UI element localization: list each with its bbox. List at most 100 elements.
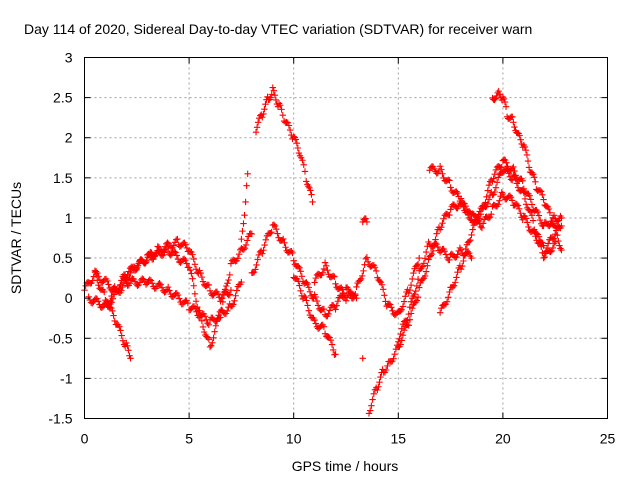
data-point [498, 189, 505, 196]
data-point [232, 292, 239, 299]
data-point [375, 383, 382, 390]
data-point [187, 266, 194, 274]
data-point [398, 306, 405, 313]
data-point [189, 251, 196, 258]
data-point [519, 216, 526, 223]
data-point [273, 226, 280, 233]
data-point [519, 177, 526, 185]
data-point [224, 307, 231, 315]
data-point [268, 91, 275, 98]
plot-frame [84, 57, 608, 419]
data-point [552, 238, 559, 246]
data-point [262, 236, 270, 244]
data-point [378, 281, 386, 288]
data-point [252, 266, 259, 273]
data-point [104, 277, 111, 285]
data-point [303, 178, 310, 185]
data-point [110, 312, 117, 319]
data-point [413, 262, 421, 269]
data-point [447, 184, 454, 191]
data-point [110, 291, 118, 298]
data-point [183, 260, 190, 267]
data-point [191, 290, 199, 297]
data-point [311, 279, 318, 286]
data-point [443, 298, 451, 305]
data-point [459, 262, 466, 270]
data-point [111, 283, 118, 290]
data-point [270, 87, 278, 94]
data-point [109, 295, 117, 303]
data-point [369, 396, 376, 403]
data-point [255, 251, 263, 259]
data-point [522, 146, 530, 154]
data-point [359, 272, 366, 280]
data-point [519, 186, 526, 193]
data-point [496, 197, 503, 204]
data-point [540, 254, 547, 262]
data-point [416, 254, 423, 262]
data-point [160, 246, 168, 254]
data-point [360, 267, 367, 275]
data-point [293, 139, 301, 147]
data-point [313, 297, 321, 305]
data-point [296, 264, 303, 272]
data-point [376, 277, 383, 285]
data-point [399, 303, 407, 310]
data-point [507, 194, 515, 201]
data-point [328, 341, 336, 348]
data-point [528, 201, 536, 208]
data-point [301, 168, 309, 175]
data-point [146, 276, 153, 283]
data-point [190, 282, 197, 289]
data-point [547, 248, 554, 256]
data-point [476, 215, 483, 222]
data-point [156, 280, 163, 287]
data-point [333, 302, 340, 309]
data-point [320, 323, 328, 330]
data-point [199, 278, 207, 285]
data-point [164, 247, 172, 255]
data-point [292, 136, 299, 143]
data-point [311, 316, 318, 324]
data-point [452, 254, 459, 261]
data-point [493, 179, 501, 186]
data-point [304, 280, 311, 288]
data-point [327, 337, 335, 344]
data-point [535, 233, 543, 240]
data-point [239, 227, 246, 235]
data-point [324, 266, 331, 274]
data-point [421, 255, 429, 262]
data-point [446, 211, 453, 219]
data-point [147, 277, 155, 284]
data-point [525, 164, 533, 171]
data-point [109, 307, 116, 315]
data-point [371, 264, 379, 271]
data-point [283, 118, 290, 126]
data-point [546, 209, 554, 216]
data-point [539, 191, 546, 198]
data-point [201, 328, 208, 336]
data-point [108, 299, 115, 306]
data-point [312, 320, 319, 327]
data-point [307, 187, 314, 194]
data-point [367, 407, 374, 414]
data-point [496, 91, 503, 98]
data-point [479, 220, 487, 227]
data-point [305, 307, 313, 314]
data-point [397, 307, 404, 315]
data-point [241, 211, 248, 219]
data-point [503, 159, 510, 166]
data-point [478, 224, 486, 232]
data-point [395, 338, 402, 345]
data-point [271, 91, 279, 99]
data-point [510, 119, 517, 126]
data-point [468, 231, 475, 239]
data-point [352, 290, 359, 298]
data-point [484, 200, 491, 207]
series-track-9 [311, 254, 423, 319]
data-point [554, 231, 561, 239]
data-point [204, 320, 211, 327]
data-point [409, 275, 416, 283]
data-point [502, 103, 510, 110]
series-track-7 [248, 221, 360, 320]
